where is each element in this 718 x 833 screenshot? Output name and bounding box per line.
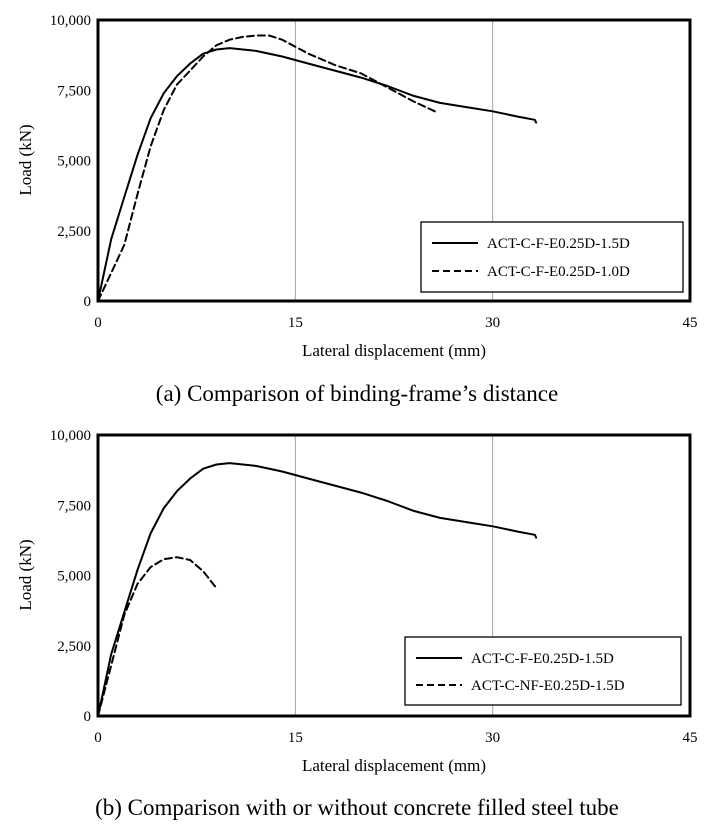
- chart-a-x-axis-title: Lateral displacement (mm): [302, 341, 486, 360]
- chart-a-legend-box: [420, 221, 684, 293]
- chart-a-series: [97, 34, 538, 302]
- chart-b-x-tick-label-3: 45: [683, 730, 698, 746]
- chart-b-y-axis-title: Load (kN): [16, 539, 35, 610]
- chart-b-series-solid-line: [97, 462, 538, 717]
- chart-a: 0 2,500 5,000 7,500 10,000 0 15 30 45 Lateral d…: [16, 13, 698, 406]
- chart-a-y-tick-label-4: 10,000: [50, 13, 91, 29]
- chart-a-x-tick-label-0: 0: [94, 315, 102, 331]
- chart-a-x-tick-label-1: 15: [288, 315, 303, 331]
- chart-b-y-tick-label-4: 10,000: [50, 428, 91, 444]
- chart-b-y-tick-label-2: 5,000: [57, 569, 91, 585]
- chart-a-plot-frame: [96, 18, 692, 303]
- chart-b-x-ticks: 0 15 30 45: [94, 730, 697, 746]
- chart-a-legend-label-1: ACT-C-F-E0.25D-1.5D: [487, 236, 630, 252]
- chart-a-caption: (a) Comparison of binding-frame’s distan…: [156, 381, 558, 406]
- chart-b-caption: (b) Comparison with or without concrete …: [95, 795, 619, 820]
- chart-b-y-tick-label-3: 7,500: [57, 498, 91, 514]
- chart-b-legend-label-1: ACT-C-F-E0.25D-1.5D: [471, 651, 614, 667]
- chart-b-y-ticks: 0 2,500 5,000 7,500 10,000: [50, 428, 91, 725]
- chart-a-x-tick-label-3: 45: [683, 315, 698, 331]
- chart-b: 0 2,500 5,000 7,500 10,000 0 15 30 45 Lateral d…: [16, 428, 698, 820]
- chart-a-x-tick-label-2: 30: [485, 315, 500, 331]
- chart-a-y-ticks: 0 2,500 5,000 7,500 10,000: [50, 13, 91, 310]
- chart-b-series: [97, 462, 538, 717]
- chart-b-x-tick-label-2: 30: [485, 730, 500, 746]
- chart-b-x-tick-label-0: 0: [94, 730, 102, 746]
- chart-a-series-dashed-line: [97, 34, 436, 302]
- chart-a-x-ticks: 0 15 30 45: [94, 315, 697, 331]
- chart-a-y-tick-label-1: 2,500: [57, 224, 91, 240]
- chart-b-y-tick-label-0: 0: [84, 709, 92, 725]
- chart-b-legend-box: [404, 636, 682, 706]
- chart-a-y-tick-label-0: 0: [84, 294, 92, 310]
- chart-b-x-tick-label-1: 15: [288, 730, 303, 746]
- chart-b-series-dashed-line: [97, 556, 218, 717]
- chart-b-y-tick-label-1: 2,500: [57, 639, 91, 655]
- chart-a-y-axis-title: Load (kN): [16, 124, 35, 195]
- chart-a-legend-label-2: ACT-C-F-E0.25D-1.0D: [487, 264, 630, 280]
- chart-a-y-tick-label-2: 5,000: [57, 154, 91, 170]
- chart-a-legend: ACT-C-F-E0.25D-1.5D ACT-C-F-E0.25D-1.0D: [420, 221, 684, 293]
- chart-a-y-tick-label-3: 7,500: [57, 83, 91, 99]
- chart-b-plot-frame: [96, 433, 692, 718]
- chart-a-series-solid-line: [97, 47, 538, 302]
- chart-b-legend-label-2: ACT-C-NF-E0.25D-1.5D: [471, 678, 625, 694]
- chart-b-x-axis-title: Lateral displacement (mm): [302, 756, 486, 775]
- chart-b-legend: ACT-C-F-E0.25D-1.5D ACT-C-NF-E0.25D-1.5D: [404, 636, 682, 706]
